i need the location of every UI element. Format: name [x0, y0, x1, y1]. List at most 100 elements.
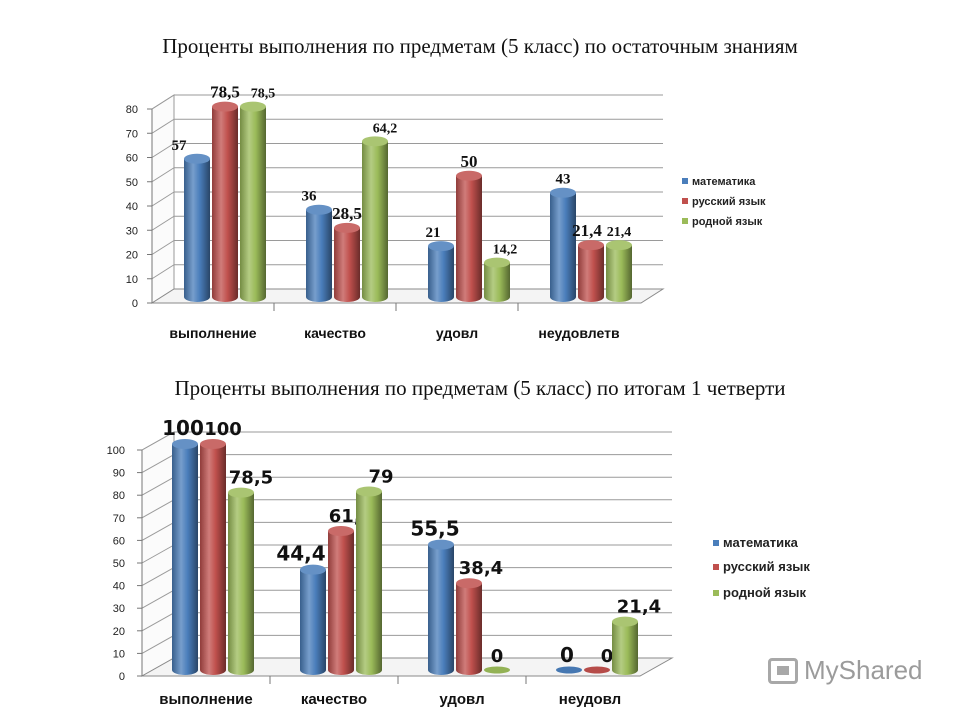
data-label: 0: [491, 646, 504, 667]
y-tick-label: 70: [126, 128, 138, 140]
category-label: качество: [301, 691, 367, 708]
data-label: 64,2: [373, 121, 398, 136]
y-tick-label: 50: [126, 177, 138, 189]
data-label: 38,4: [459, 558, 503, 579]
bar-1-2: [300, 569, 326, 675]
y-tick-label: 90: [113, 468, 125, 480]
gridline-side: [151, 215, 175, 231]
bar-3-4: [612, 621, 638, 675]
bar-top: [428, 241, 454, 252]
y-tick-label: 60: [113, 535, 125, 547]
bar-3-1: [240, 106, 266, 302]
gridline-side: [151, 240, 175, 255]
data-label: 28,5: [332, 204, 362, 223]
data-label: 50: [461, 152, 478, 171]
gridline-side: [151, 94, 175, 110]
bar-top: [356, 486, 382, 497]
gridline-side: [141, 612, 175, 632]
bar-2-1: [200, 444, 226, 675]
bar-3-3: [484, 666, 510, 674]
gridline-side: [141, 499, 175, 519]
y-tick-label: 0: [132, 298, 138, 310]
y-tick-label: 80: [113, 490, 125, 502]
bar-2-3: [456, 583, 482, 675]
category-label: выполнение: [159, 691, 252, 708]
legend-swatch: [682, 178, 688, 184]
gridline-side: [141, 544, 175, 564]
data-label: 14,2: [493, 243, 518, 258]
bar-top: [578, 240, 604, 251]
bar-2-1: [212, 106, 238, 302]
bar-top: [550, 187, 576, 198]
y-tick-label: 10: [126, 274, 138, 286]
legend-label: родной язык: [692, 216, 763, 228]
gridline-side: [151, 191, 175, 207]
data-label: 78,5: [251, 87, 276, 102]
y-tick-label: 20: [113, 626, 125, 638]
bar-top: [606, 240, 632, 251]
legend-label: русский язык: [692, 196, 766, 208]
bar-2-2: [328, 531, 354, 675]
bar-2-4: [584, 666, 610, 674]
data-label: 0: [601, 646, 614, 667]
bar-top: [240, 101, 266, 112]
data-label: 100: [162, 416, 204, 440]
bar-top: [428, 539, 454, 550]
data-label: 21: [426, 225, 441, 241]
y-tick-label: 0: [119, 671, 125, 683]
data-label: 36: [302, 189, 318, 205]
y-tick-label: 40: [126, 201, 138, 213]
bar-1-4: [556, 666, 582, 674]
bar-1-4: [550, 192, 576, 302]
bar-1-3: [428, 544, 454, 675]
bar-3-2: [362, 141, 388, 302]
data-label: 21,4: [572, 221, 602, 240]
y-tick-label: 30: [126, 225, 138, 237]
bar-2-2: [334, 227, 360, 302]
y-tick-label: 100: [107, 445, 125, 457]
myshared-watermark: MyShared: [768, 655, 923, 686]
gridline-side: [141, 589, 175, 609]
data-label: 0: [560, 643, 574, 667]
bar-2-3: [456, 175, 482, 302]
category-label: выполнение: [169, 325, 256, 341]
bar-top: [228, 487, 254, 498]
bar-top: [456, 578, 482, 589]
gridline-side: [141, 521, 175, 541]
bar-top: [200, 439, 226, 449]
category-label: удовл: [439, 691, 484, 708]
bar-top: [456, 170, 482, 181]
bar-2-4: [578, 245, 604, 302]
legend-swatch: [713, 540, 719, 546]
bar-1-1: [184, 158, 210, 302]
floor: [140, 657, 674, 677]
y-tick-label: 70: [113, 513, 125, 525]
bar-top: [328, 526, 354, 537]
legend-label: математика: [723, 535, 799, 550]
y-tick-label: 60: [126, 153, 138, 165]
bar-1-1: [172, 444, 198, 675]
gridline-side: [141, 454, 175, 474]
bar-top: [184, 153, 210, 164]
data-label: 78,5: [229, 468, 273, 489]
gridline-side: [141, 431, 175, 451]
legend-label: русский язык: [723, 559, 810, 574]
bar-3-1: [228, 492, 254, 675]
legend-swatch: [713, 564, 719, 570]
bar-top: [362, 136, 388, 147]
gridline-side: [151, 143, 175, 158]
y-tick-label: 50: [113, 558, 125, 570]
bar-1-3: [428, 246, 454, 302]
bar-top: [612, 616, 638, 627]
gridline-side: [151, 118, 175, 134]
chart-1: 0 10 20 30 40 50 60 70 80 выполнение качество удовл…: [126, 83, 766, 341]
gridline-side: [151, 167, 175, 183]
chart-2-title: Проценты выполнения по предметам (5 клас…: [174, 376, 786, 400]
legend-swatch: [713, 590, 719, 596]
y-tick-label: 80: [126, 104, 138, 116]
data-label: 21,4: [617, 597, 661, 618]
category-label: удовл: [436, 325, 478, 341]
gridline-side: [141, 634, 175, 654]
data-label: 57: [172, 138, 188, 154]
data-label: 100: [204, 419, 242, 440]
